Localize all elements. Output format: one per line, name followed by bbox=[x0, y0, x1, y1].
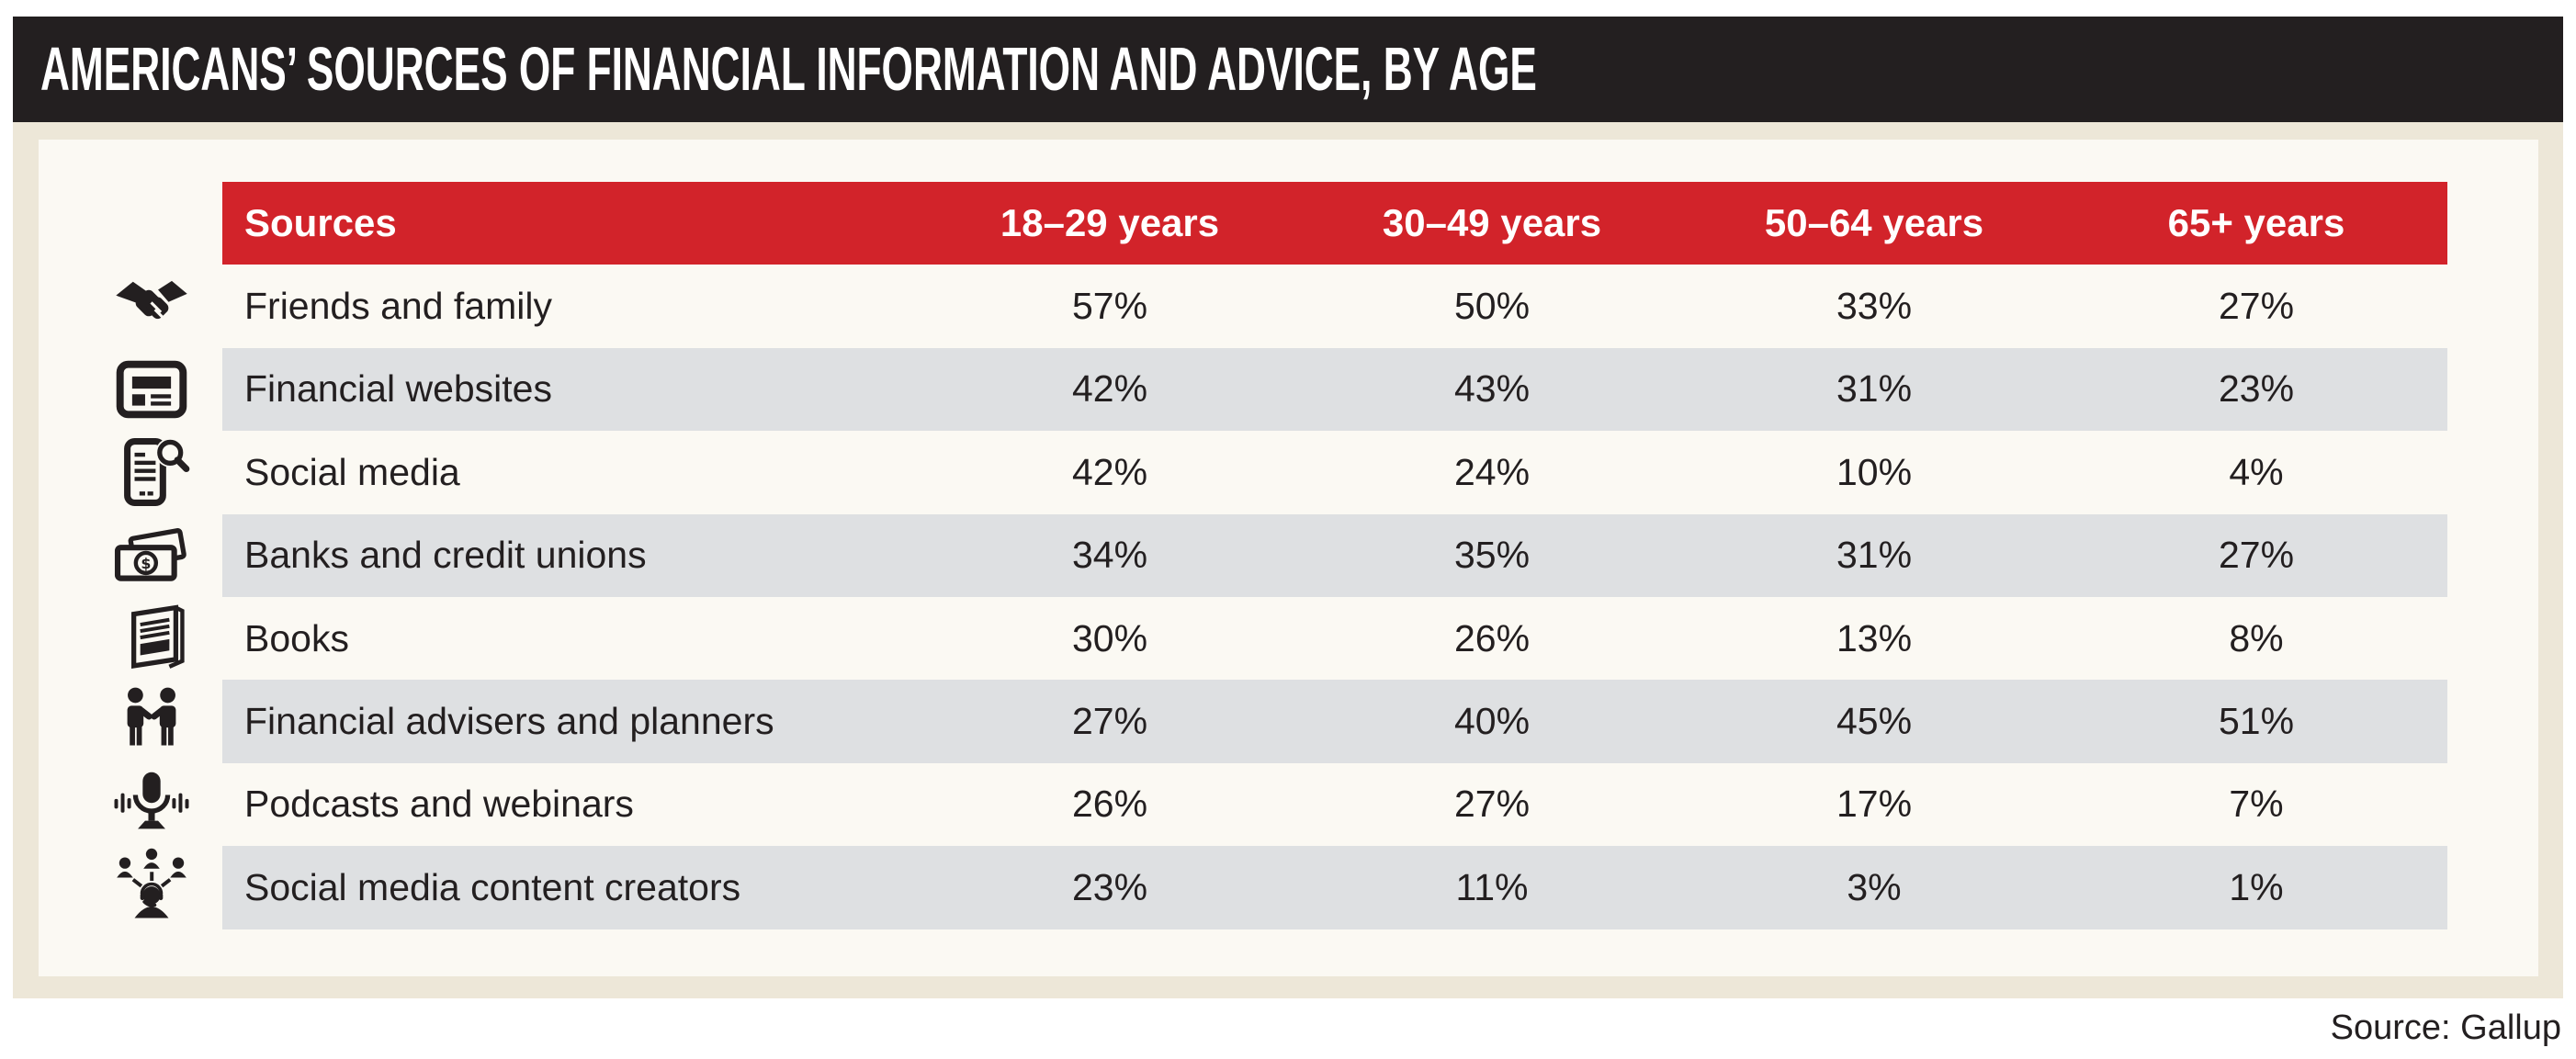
row-value: 33% bbox=[1836, 285, 1913, 328]
table-panel: Sources 18–29 years 30–49 years 50–64 year… bbox=[13, 122, 2563, 998]
banknotes-icon: $ bbox=[94, 514, 209, 597]
row-value: 27% bbox=[1071, 700, 1148, 743]
source-note: Source: Gallup bbox=[2330, 1008, 2561, 1047]
podcast-microphone-icon bbox=[94, 763, 209, 846]
table-row: Social media content creators 23% 11% 3% 1% bbox=[117, 846, 2447, 929]
row-value: 26% bbox=[1071, 783, 1148, 826]
advisers-icon bbox=[94, 681, 209, 763]
table-panel-inner: Sources 18–29 years 30–49 years 50–64 year… bbox=[39, 140, 2538, 976]
row-value: 27% bbox=[1453, 783, 1531, 826]
row-value: 27% bbox=[2218, 534, 2295, 577]
row-value: 3% bbox=[1847, 865, 1902, 908]
svg-text:$: $ bbox=[141, 555, 151, 572]
financial-website-icon bbox=[94, 348, 209, 431]
table-row: Podcasts and webinars 26% 27% 17% 7% bbox=[114, 763, 2447, 846]
row-value: 30% bbox=[1071, 616, 1148, 659]
row-value: 40% bbox=[1453, 700, 1531, 743]
row-value: 42% bbox=[1071, 367, 1148, 411]
row-value: 23% bbox=[2218, 367, 2295, 411]
row-value: 7% bbox=[2229, 783, 2284, 826]
title-bar: AMERICANS’ SOURCES OF FINANCIAL INFORMAT… bbox=[13, 17, 2563, 122]
handshake-icon bbox=[94, 265, 209, 348]
row-value: 35% bbox=[1453, 534, 1531, 577]
table-row: Friends and family 57% 50% 33% 27% bbox=[116, 265, 2447, 347]
row-label: Books bbox=[244, 616, 349, 659]
row-value: 31% bbox=[1836, 367, 1913, 411]
table-row: Books 30% 26% 13% 8% bbox=[131, 597, 2447, 680]
content-creators-icon bbox=[94, 846, 209, 929]
row-value: 26% bbox=[1453, 616, 1531, 659]
row-value: 50% bbox=[1453, 285, 1531, 328]
table-row: Financial websites 42% 43% 31% 23% bbox=[116, 347, 2447, 432]
header-age-column: 30–49 years bbox=[1382, 201, 1602, 245]
row-value: 42% bbox=[1071, 450, 1148, 493]
row-label: Financial advisers and planners bbox=[244, 700, 774, 743]
row-value: 17% bbox=[1836, 783, 1913, 826]
row-label: Social media bbox=[244, 450, 460, 493]
row-value: 8% bbox=[2229, 616, 2284, 659]
row-value: 27% bbox=[2218, 285, 2295, 328]
row-value: 1% bbox=[2229, 865, 2284, 908]
row-label: Friends and family bbox=[244, 285, 552, 328]
row-value: 57% bbox=[1071, 285, 1148, 328]
row-value: 51% bbox=[2218, 700, 2295, 743]
row-value: 13% bbox=[1836, 616, 1913, 659]
header-age-column: 18–29 years bbox=[1000, 201, 1220, 245]
row-value: 24% bbox=[1453, 450, 1531, 493]
row-value: 4% bbox=[2229, 450, 2284, 493]
row-label: Social media content creators bbox=[244, 865, 741, 908]
row-value: 11% bbox=[1455, 865, 1529, 908]
row-label: Banks and credit unions bbox=[244, 534, 647, 577]
table-row: $ Banks and credit unions 34% 35% 31% 27% bbox=[114, 513, 2447, 597]
books-icon bbox=[94, 597, 209, 680]
row-value: 31% bbox=[1836, 534, 1913, 577]
social-media-search-icon bbox=[94, 431, 209, 513]
row-label: Financial websites bbox=[244, 367, 552, 411]
data-table: Sources 18–29 years 30–49 years 50–64 year… bbox=[114, 182, 2447, 929]
page-title: AMERICANS’ SOURCES OF FINANCIAL INFORMAT… bbox=[40, 35, 1537, 104]
table-header-row: Sources 18–29 years 30–49 years 50–64 year… bbox=[222, 182, 2447, 265]
row-label: Podcasts and webinars bbox=[244, 783, 634, 826]
row-value: 45% bbox=[1836, 700, 1913, 743]
header-age-column: 65+ years bbox=[2167, 201, 2345, 245]
table-row: Social media 42% 24% 10% 4% bbox=[124, 431, 2447, 513]
row-value: 43% bbox=[1453, 367, 1531, 411]
header-age-column: 50–64 years bbox=[1764, 201, 1984, 245]
header-sources-label: Sources bbox=[244, 201, 397, 245]
row-value: 10% bbox=[1836, 450, 1913, 493]
row-value: 34% bbox=[1071, 534, 1148, 577]
row-value: 23% bbox=[1071, 865, 1148, 908]
table-row: Financial advisers and planners 27% 40% 45%… bbox=[127, 680, 2447, 763]
